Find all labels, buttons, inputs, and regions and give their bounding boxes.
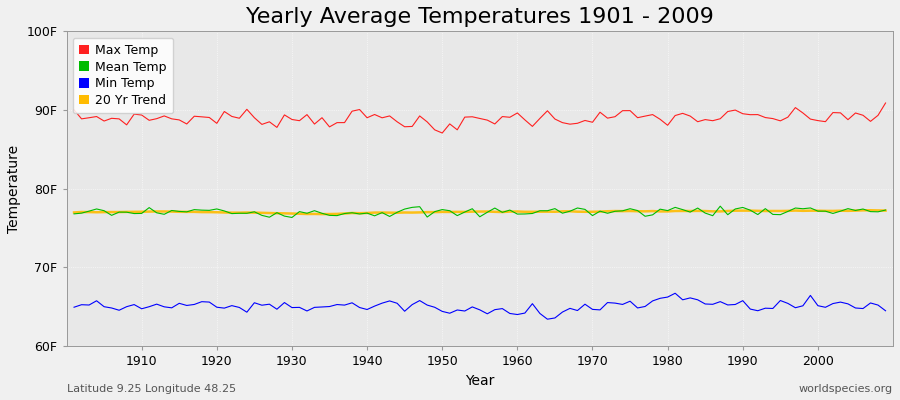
Y-axis label: Temperature: Temperature [7,145,21,233]
Text: Latitude 9.25 Longitude 48.25: Latitude 9.25 Longitude 48.25 [67,384,236,394]
Legend: Max Temp, Mean Temp, Min Temp, 20 Yr Trend: Max Temp, Mean Temp, Min Temp, 20 Yr Tre… [73,38,173,113]
Text: worldspecies.org: worldspecies.org [799,384,893,394]
Title: Yearly Average Temperatures 1901 - 2009: Yearly Average Temperatures 1901 - 2009 [246,7,714,27]
X-axis label: Year: Year [465,374,494,388]
